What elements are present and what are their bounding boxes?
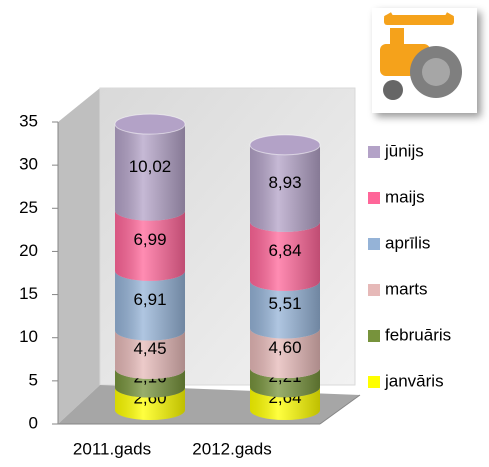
- cylinder-top: [249, 134, 321, 156]
- legend-swatch: [368, 284, 380, 296]
- legend-swatch: [368, 376, 380, 388]
- legend-swatch: [368, 146, 380, 158]
- segment-shade: [115, 330, 185, 379]
- cylinder-top: [114, 113, 186, 135]
- segment-shade: [250, 280, 320, 339]
- value-label: 6,84: [268, 241, 301, 260]
- legend-label: jūnijs: [384, 141, 424, 160]
- legend-label: janvāris: [384, 371, 444, 390]
- y-tick-label: 35: [19, 111, 38, 130]
- left-wall: [58, 88, 100, 424]
- y-tick-label: 30: [19, 155, 38, 174]
- segment-shade: [250, 144, 320, 232]
- legend-label: maijs: [385, 187, 425, 206]
- legend-swatch: [368, 238, 380, 250]
- segment-shade: [115, 368, 185, 398]
- segment-shade: [115, 124, 185, 221]
- legend-label: marts: [385, 279, 428, 298]
- legend-label: aprīlis: [385, 233, 430, 252]
- value-label: 10,02: [129, 157, 172, 176]
- segment-shade: [250, 387, 320, 420]
- segment-shade: [250, 328, 320, 379]
- value-label: 4,60: [268, 338, 301, 357]
- tractor-icon: [372, 8, 477, 113]
- y-tick-label: 5: [29, 370, 38, 389]
- segment-shade: [250, 368, 320, 398]
- segment-shade: [115, 210, 185, 281]
- segment-shade: [115, 270, 185, 341]
- segment-shade: [115, 387, 185, 420]
- x-tick-label: 2012.gads: [192, 439, 271, 458]
- x-tick-label: 2011.gads: [73, 439, 151, 458]
- value-label: 5,51: [268, 294, 301, 313]
- value-label: 4,45: [133, 339, 166, 358]
- y-tick-label: 20: [19, 241, 38, 260]
- y-tick-label: 10: [19, 327, 38, 346]
- value-label: 6,99: [133, 230, 166, 249]
- y-tick-label: 25: [19, 198, 38, 217]
- floor-edge: [319, 394, 361, 425]
- legend-swatch: [368, 192, 380, 204]
- legend-swatch: [368, 330, 380, 342]
- segment-shade: [250, 221, 320, 291]
- y-tick-label: 0: [29, 413, 38, 432]
- legend-label: februāris: [385, 325, 451, 344]
- value-label: 8,93: [268, 173, 301, 192]
- y-tick-label: 15: [19, 284, 38, 303]
- value-label: 6,91: [133, 290, 166, 309]
